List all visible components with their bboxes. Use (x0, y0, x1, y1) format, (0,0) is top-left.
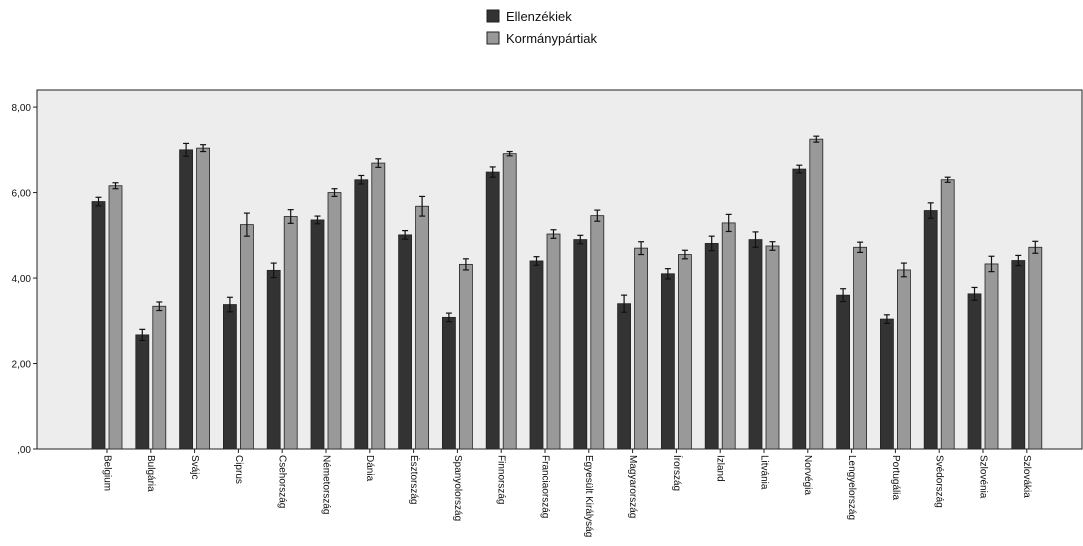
bar-ellenzekiek (792, 168, 807, 450)
x-tick-label: Szlovénia (977, 455, 988, 499)
x-tick-label: Franciaország (539, 455, 550, 518)
bar-ellenzekiek (617, 303, 631, 450)
bar-kormanypartiak (853, 246, 867, 450)
x-tick-label: Spanyolország (452, 455, 463, 521)
bars-group (91, 135, 1043, 450)
x-tick-label: Írország (671, 455, 684, 491)
bar-kormanypartiak (108, 185, 123, 450)
x-tick-label: Bulgária (145, 455, 156, 492)
x-tick-label: Egyesült Királyság (583, 455, 594, 537)
x-tick-label: Szlovákia (1021, 455, 1032, 498)
bar-ellenzekiek (222, 304, 237, 450)
bar-kormanypartiak (940, 179, 955, 450)
bar-ellenzekiek (485, 171, 500, 450)
bar-kormanypartiak (327, 192, 342, 450)
bar-kormanypartiak (196, 147, 211, 450)
y-tick-label: 6,00 (12, 189, 32, 200)
bar-ellenzekiek (748, 239, 763, 450)
bar-ellenzekiek (529, 260, 544, 450)
x-tick-label: Finnország (496, 455, 507, 504)
x-tick-label: Belgium (101, 455, 112, 491)
bar-kormanypartiak (546, 233, 561, 450)
x-tick-label: Litvánia (758, 455, 769, 490)
y-tick-label: ,00 (17, 445, 31, 456)
bar-ellenzekiek (441, 316, 456, 450)
bar-kormanypartiak (415, 205, 430, 450)
x-tick-label: Ciprus (233, 455, 244, 484)
bar-kormanypartiak (765, 245, 780, 450)
bar-ellenzekiek (354, 179, 369, 450)
x-tick-label: Svédország (934, 455, 945, 508)
x-tick-label: Németország (320, 455, 331, 514)
bar-ellenzekiek (179, 149, 194, 450)
bar-ellenzekiek (91, 201, 106, 450)
legend-label-1: Ellenzékiek (506, 9, 572, 24)
bar-kormanypartiak (371, 162, 386, 450)
bar-ellenzekiek (310, 219, 325, 450)
y-tick-label: 2,00 (12, 360, 32, 371)
bar-kormanypartiak (809, 138, 824, 450)
bar-ellenzekiek (573, 239, 588, 450)
x-tick-label: Csehország (277, 455, 288, 508)
x-tick-label: Norvégia (802, 455, 813, 495)
bar-kormanypartiak (283, 216, 298, 450)
bar-kormanypartiak (239, 224, 254, 450)
bar-kormanypartiak (678, 254, 692, 450)
bar-kormanypartiak (502, 153, 517, 450)
bar-kormanypartiak (984, 263, 999, 450)
legend: Ellenzékiek Kormánypártiak (486, 9, 598, 46)
bar-kormanypartiak (1028, 246, 1043, 450)
x-tick-label: Magyarország (627, 455, 638, 518)
y-tick-label: 8,00 (12, 103, 32, 114)
bar-ellenzekiek (880, 318, 894, 450)
bar-kormanypartiak (721, 222, 736, 450)
x-tick-label: Portugália (890, 455, 901, 500)
x-tick-label: Izland (715, 455, 726, 482)
bar-ellenzekiek (135, 334, 150, 450)
bar-ellenzekiek (923, 210, 938, 450)
bar-ellenzekiek (661, 273, 675, 450)
bar-ellenzekiek (836, 294, 850, 450)
bar-kormanypartiak (590, 215, 605, 450)
x-tick-label: Lengyelország (846, 455, 857, 520)
bar-ellenzekiek (266, 269, 281, 450)
bar-ellenzekiek (967, 293, 982, 450)
bar-kormanypartiak (458, 263, 473, 450)
bar-ellenzekiek (704, 243, 719, 450)
legend-swatch-1 (486, 9, 500, 23)
bar-ellenzekiek (398, 234, 413, 450)
y-tick-label: 4,00 (12, 274, 32, 285)
legend-swatch-2 (486, 31, 500, 45)
legend-label-2: Kormánypártiak (506, 31, 598, 46)
x-tick-label: Dánia (364, 455, 375, 482)
x-tick-label: Svájc (189, 455, 200, 479)
bar-kormanypartiak (634, 247, 648, 450)
x-tick-label: Észtország (408, 455, 421, 504)
y-axis: ,00 2,00 4,00 6,00 8,00 (12, 103, 37, 456)
bar-kormanypartiak (897, 269, 911, 450)
bar-ellenzekiek (1011, 260, 1026, 450)
bar-kormanypartiak (152, 305, 167, 450)
x-axis: Belgium Bulgária Svájc Ciprus Csehország Néme… (101, 449, 1032, 537)
